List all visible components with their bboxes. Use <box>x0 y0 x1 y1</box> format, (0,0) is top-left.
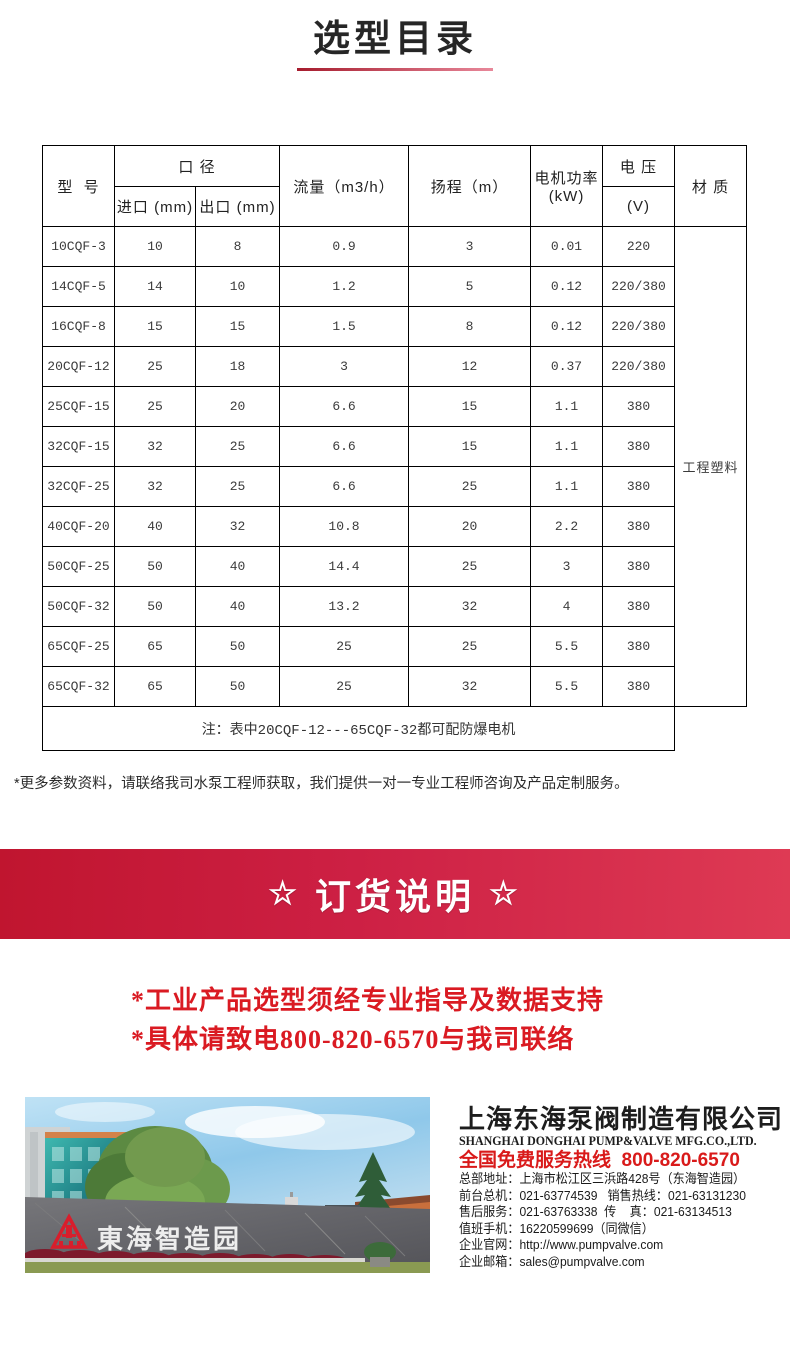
svg-text:東海智造园: 東海智造园 <box>97 1224 242 1254</box>
